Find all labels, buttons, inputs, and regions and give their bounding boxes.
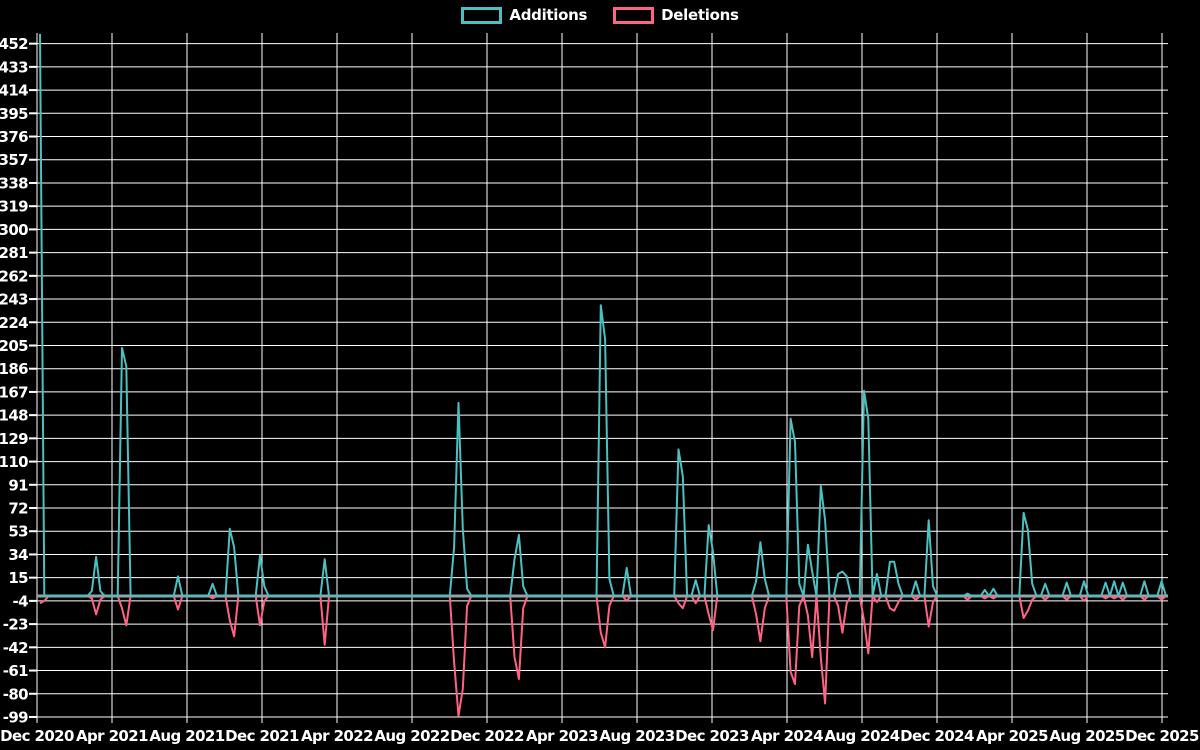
x-tick-label: Aug 2024 (824, 727, 899, 745)
y-tick-label: 91 (8, 476, 28, 494)
legend-item-deletions[interactable]: Deletions (613, 6, 739, 24)
x-tick-label: Dec 2025 (1125, 727, 1199, 745)
y-tick-label: 224 (0, 314, 28, 332)
y-tick-label: -61 (3, 662, 28, 680)
y-tick-label: 319 (0, 198, 28, 216)
additions-legend-label: Additions (509, 6, 588, 24)
y-tick-label: 357 (0, 151, 28, 169)
x-tick-label: Apr 2024 (751, 727, 823, 745)
x-tick-label: Apr 2021 (76, 727, 148, 745)
y-tick-label: 110 (0, 453, 28, 471)
x-tick-label: Dec 2022 (450, 727, 524, 745)
chart-legend: Additions Deletions (0, 6, 1200, 24)
additions-swatch-icon (461, 6, 503, 24)
y-tick-label: 395 (0, 105, 28, 123)
x-tick-label: Aug 2025 (1049, 727, 1124, 745)
y-tick-label: 15 (8, 569, 28, 587)
y-tick-label: 243 (0, 291, 28, 309)
y-tick-label: -23 (3, 616, 28, 634)
x-tick-label: Apr 2022 (301, 727, 373, 745)
y-tick-label: 72 (8, 500, 28, 518)
x-tick-label: Dec 2023 (675, 727, 749, 745)
x-tick-label: Dec 2020 (0, 727, 74, 745)
y-tick-label: 34 (8, 546, 28, 564)
additions-line (39, 33, 1167, 597)
y-tick-label: 414 (0, 82, 28, 100)
y-tick-label: 167 (0, 383, 28, 401)
deletions-swatch-icon (613, 6, 655, 24)
y-tick-label: 452 (0, 35, 28, 53)
x-tick-label: Aug 2023 (599, 727, 674, 745)
x-tick-label: Dec 2024 (900, 727, 974, 745)
y-tick-label: 300 (0, 221, 28, 239)
y-tick-label: 205 (0, 337, 28, 355)
y-tick-label: -99 (3, 708, 28, 726)
y-tick-label: 262 (0, 267, 28, 285)
y-tick-label: 376 (0, 128, 28, 146)
y-tick-label: -42 (3, 639, 28, 657)
x-tick-label: Dec 2021 (225, 727, 299, 745)
x-tick-label: Apr 2023 (526, 727, 598, 745)
y-tick-label: 338 (0, 174, 28, 192)
deletions-line (39, 595, 1167, 717)
y-tick-label: -4 (13, 592, 29, 610)
y-tick-label: 53 (8, 523, 28, 541)
y-tick-label: -80 (3, 685, 28, 703)
y-tick-label: 281 (0, 244, 28, 262)
legend-item-additions[interactable]: Additions (461, 6, 587, 24)
y-tick-label: 186 (0, 360, 28, 378)
deletions-legend-label: Deletions (661, 6, 739, 24)
y-tick-label: 129 (0, 430, 28, 448)
x-tick-label: Aug 2022 (374, 727, 449, 745)
y-tick-label: 148 (0, 407, 28, 425)
x-tick-label: Aug 2021 (149, 727, 224, 745)
x-tick-label: Apr 2025 (976, 727, 1048, 745)
y-tick-label: 433 (0, 58, 28, 76)
